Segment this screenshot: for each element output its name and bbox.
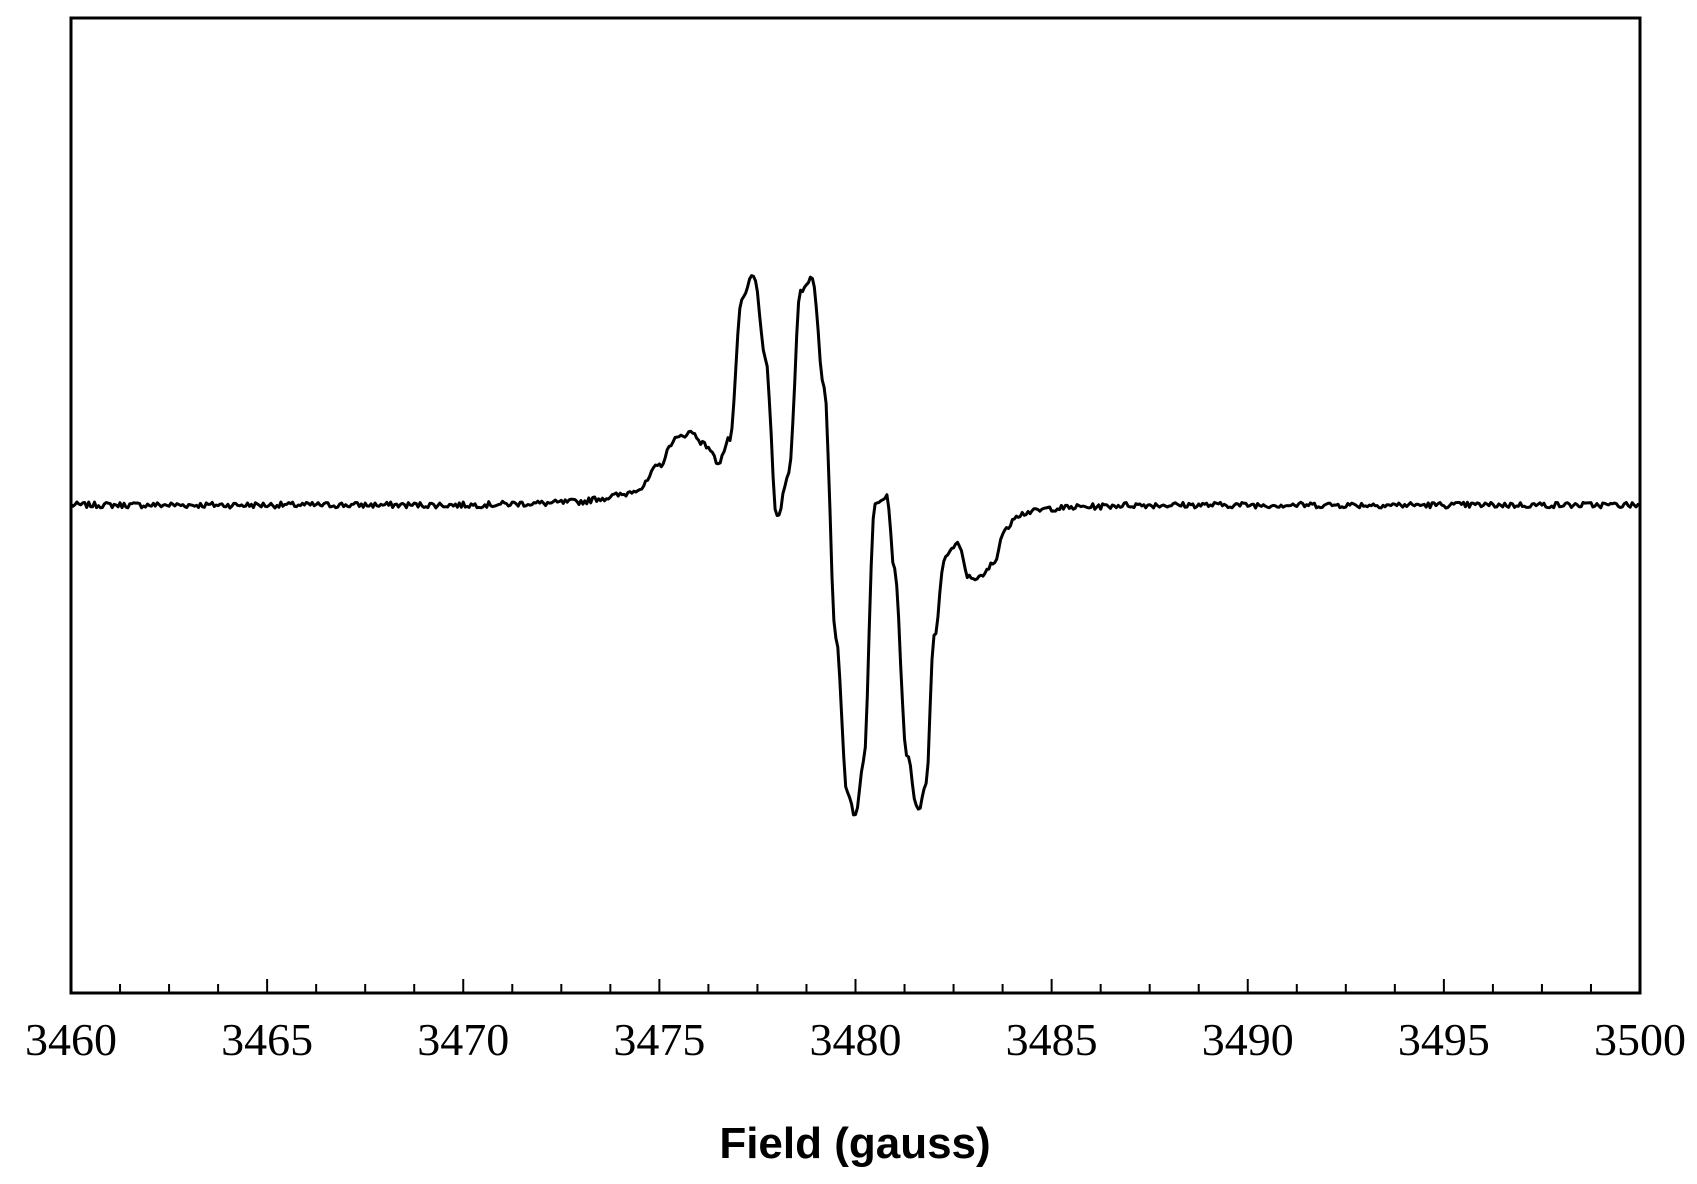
x-axis-title: Field (gauss) — [719, 1119, 990, 1168]
x-axis-ticks — [70, 979, 1641, 993]
x-tick-label: 3465 — [221, 1014, 313, 1065]
x-tick-label: 3500 — [1594, 1014, 1686, 1065]
x-tick-label: 3470 — [417, 1014, 509, 1065]
x-tick-label: 3475 — [613, 1014, 705, 1065]
x-tick-label: 3460 — [25, 1014, 117, 1065]
x-tick-label: 3495 — [1398, 1014, 1490, 1065]
x-tick-label: 3480 — [810, 1014, 902, 1065]
x-tick-label: 3490 — [1202, 1014, 1294, 1065]
spectrum-line — [69, 274, 1641, 817]
x-tick-label: 3485 — [1006, 1014, 1098, 1065]
x-axis-tick-labels: 3460 3465 3470 3475 3480 3485 3490 3495 3500 — [25, 1014, 1686, 1065]
